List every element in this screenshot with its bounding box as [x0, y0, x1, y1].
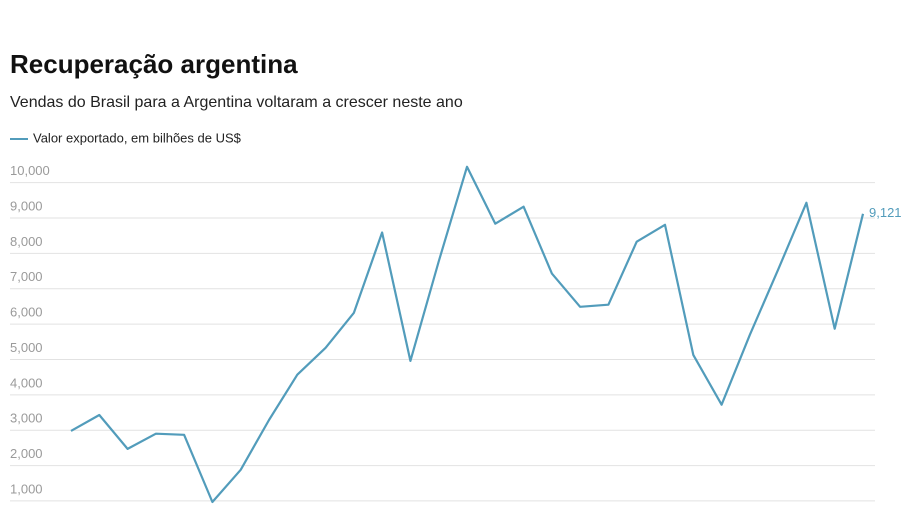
y-tick-label: 4,000 — [10, 375, 43, 390]
chart-title: Recuperação argentina — [10, 49, 298, 79]
y-tick-label: 1,000 — [10, 481, 43, 496]
value-label: 9,121 — [869, 205, 902, 220]
y-tick-label: 8,000 — [10, 234, 43, 249]
data-line — [70, 165, 865, 504]
y-tick-label: 3,000 — [10, 411, 43, 426]
y-tick-label: 7,000 — [10, 269, 43, 284]
y-tick-label: 9,000 — [10, 198, 43, 213]
y-tick-label: 2,000 — [10, 446, 43, 461]
y-tick-label: 6,000 — [10, 305, 43, 320]
y-tick-label: 5,000 — [10, 340, 43, 355]
legend-label: Valor exportado, em bilhões de US$ — [33, 130, 242, 145]
y-tick-label: 10,000 — [10, 163, 50, 178]
chart-subtitle: Vendas do Brasil para a Argentina voltar… — [10, 94, 463, 111]
